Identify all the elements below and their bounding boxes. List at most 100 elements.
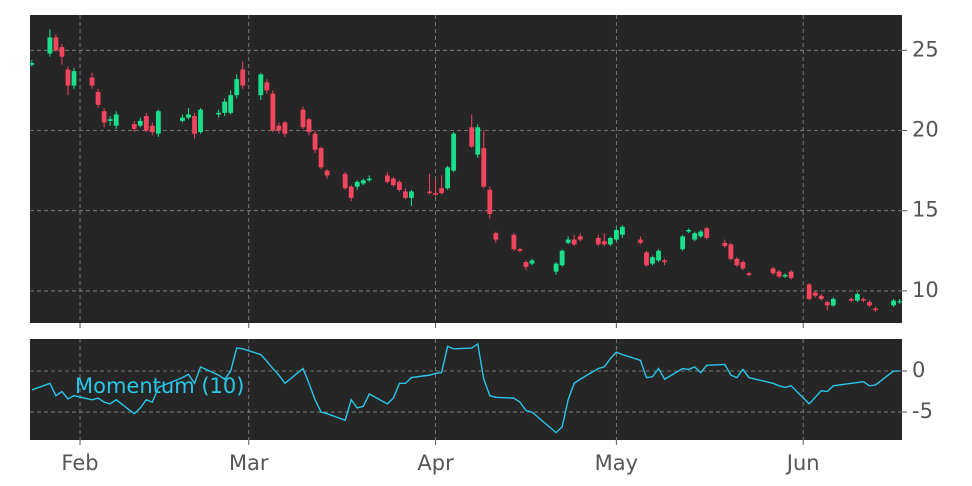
candle-body xyxy=(360,180,366,184)
candle-body xyxy=(342,173,348,189)
candle-body xyxy=(143,116,149,131)
momentum-panel xyxy=(30,339,902,440)
candle-body xyxy=(240,69,246,86)
candle-body xyxy=(638,239,643,243)
candle-body xyxy=(511,234,517,250)
candle-body xyxy=(722,242,728,246)
candle-body xyxy=(270,93,276,131)
candle-body xyxy=(47,37,53,54)
candle-body xyxy=(384,175,390,182)
candle-body xyxy=(113,114,119,126)
candle-body xyxy=(680,236,686,250)
candle-body xyxy=(234,79,240,96)
candle-body xyxy=(59,47,65,57)
candle-body xyxy=(276,125,282,131)
candle-body xyxy=(692,233,698,240)
candle-body xyxy=(300,109,306,128)
candle-body xyxy=(475,127,481,155)
y-tick-label: 15 xyxy=(912,198,939,222)
candle-body xyxy=(698,231,704,237)
candle-body xyxy=(782,274,788,277)
candle-body xyxy=(824,302,830,306)
y-tick-label: 25 xyxy=(912,37,939,61)
candle-body xyxy=(644,252,649,266)
candle-body xyxy=(409,191,414,198)
candle-body xyxy=(559,250,565,266)
candle-body xyxy=(517,249,523,251)
legend-label: Momentum (10) xyxy=(75,374,244,398)
y-tick-label: -5 xyxy=(912,399,933,423)
candle-body xyxy=(656,250,661,261)
candle-body xyxy=(451,133,457,171)
candle-body xyxy=(306,119,312,133)
x-tick-label: Feb xyxy=(61,451,98,475)
candle-body xyxy=(137,120,143,126)
candle-body xyxy=(806,284,812,299)
candle-body xyxy=(216,112,222,115)
candle-body xyxy=(397,181,402,190)
candle-body xyxy=(312,133,318,150)
candle-body xyxy=(101,111,107,123)
candle-body xyxy=(686,229,692,232)
candle-body xyxy=(228,95,234,113)
x-tick-label: May xyxy=(595,451,638,475)
y-tick-label: 20 xyxy=(912,118,939,142)
candle-body xyxy=(445,167,451,189)
candle-body xyxy=(354,181,360,187)
candle-body xyxy=(222,101,228,113)
candle-body xyxy=(71,71,77,86)
candle-body xyxy=(812,292,818,296)
candle-body xyxy=(553,263,559,272)
candle-body xyxy=(867,302,872,306)
candle-body xyxy=(493,233,499,240)
candle-body xyxy=(258,74,264,96)
candle-body xyxy=(403,191,408,198)
candle-body xyxy=(577,236,583,240)
y-tick-label: 10 xyxy=(912,278,939,302)
candle-body xyxy=(601,241,607,245)
candle-body xyxy=(198,109,203,133)
price-panel xyxy=(30,15,902,323)
candle-body xyxy=(529,260,535,264)
candle-body xyxy=(487,189,493,214)
candle-body xyxy=(192,116,197,134)
x-tick-label: Apr xyxy=(417,451,454,475)
x-tick-label: Jun xyxy=(785,451,820,475)
candle-body xyxy=(818,295,824,299)
candle-body xyxy=(180,117,185,121)
candle-body xyxy=(95,92,101,105)
candle-body xyxy=(861,298,866,301)
candle-body xyxy=(131,124,137,129)
candle-body xyxy=(348,186,354,198)
candle-body xyxy=(318,148,324,168)
candle-body xyxy=(734,258,740,266)
candle-body xyxy=(366,178,372,181)
candle-body xyxy=(282,122,288,134)
candle-body xyxy=(65,69,71,86)
candle-body xyxy=(155,111,161,134)
candle-body xyxy=(776,271,782,277)
candle-body xyxy=(740,262,746,269)
candle-body xyxy=(788,271,794,279)
candle-body xyxy=(149,125,155,133)
candle-body xyxy=(439,188,444,194)
candle-body xyxy=(107,119,113,121)
candle-body xyxy=(595,237,601,245)
candle-body xyxy=(746,273,752,275)
candle-body xyxy=(848,298,854,301)
momentum-line xyxy=(31,342,900,434)
candle-body xyxy=(891,300,896,306)
candle-body xyxy=(619,226,625,235)
candle-body xyxy=(427,191,432,194)
candle-body xyxy=(704,228,710,238)
candle-body xyxy=(469,127,475,147)
candle-body xyxy=(662,260,667,263)
candle-body xyxy=(324,170,330,176)
candle-body xyxy=(613,229,619,240)
y-tick-label: 0 xyxy=(912,358,925,382)
candle-body xyxy=(571,239,577,245)
candle-body xyxy=(29,63,35,65)
candle-body xyxy=(53,37,59,51)
candle-body xyxy=(481,148,487,187)
